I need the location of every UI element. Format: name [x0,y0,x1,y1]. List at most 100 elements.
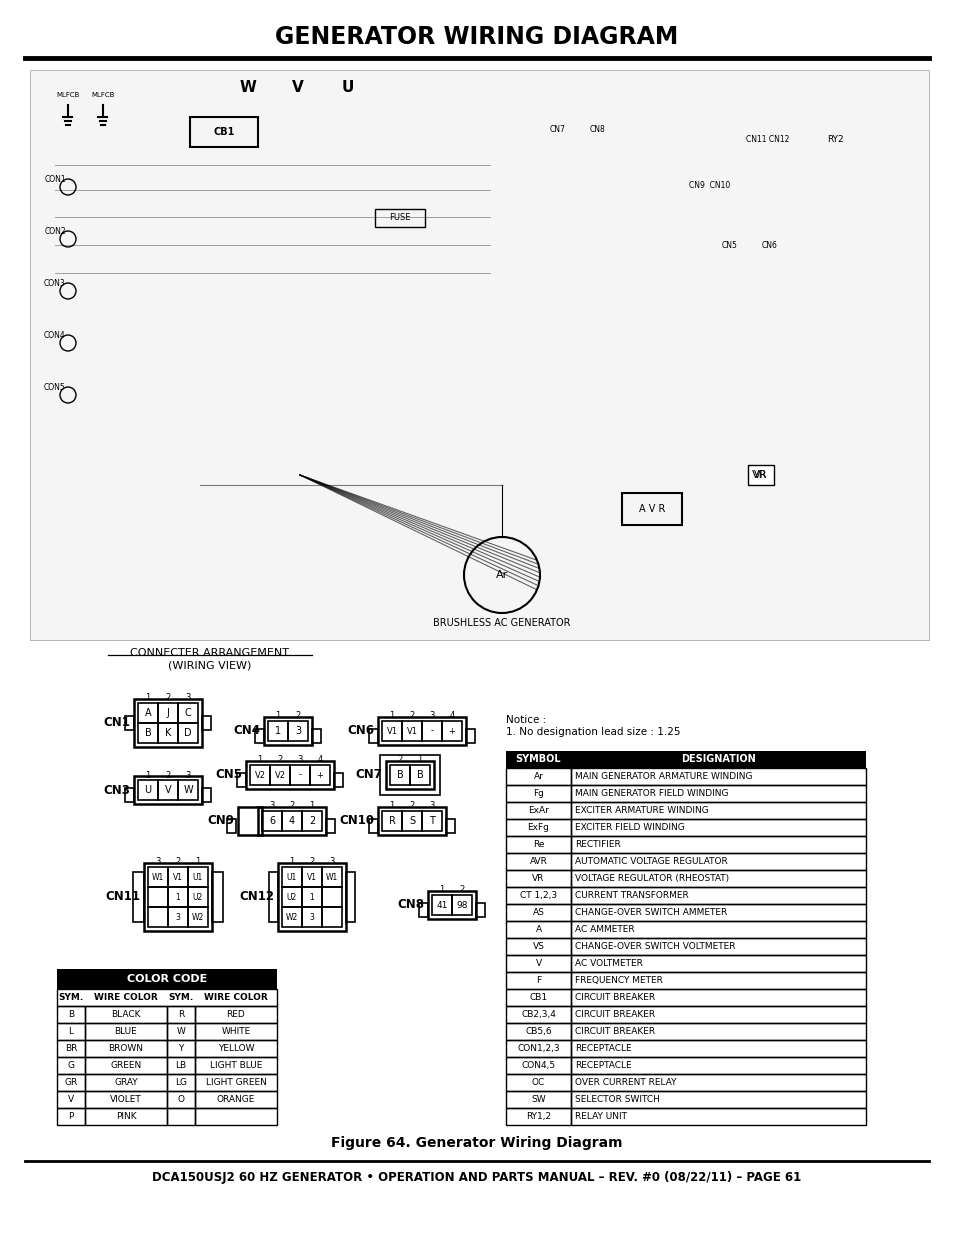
Text: RECEPTACLE: RECEPTACLE [575,1061,631,1070]
Text: F: F [536,976,540,986]
Text: CN10: CN10 [338,815,374,827]
Text: GREEN: GREEN [111,1061,141,1070]
Text: -: - [430,726,433,736]
Bar [505,1023,571,1040]
Bar [505,1007,571,1023]
Text: GR: GR [64,1078,77,1087]
Bar [747,466,773,485]
Text: 4: 4 [317,756,322,764]
Text: 2: 2 [277,756,282,764]
Text: RY1,2: RY1,2 [525,1112,551,1121]
Bar [312,729,320,743]
Text: 6: 6 [269,816,274,826]
Text: 2: 2 [295,711,300,720]
Text: L: L [69,1028,73,1036]
Bar [282,906,302,927]
Bar [148,887,168,906]
Bar [202,788,211,802]
Bar [254,729,264,743]
Bar [571,955,865,972]
Bar [505,1040,571,1057]
Bar [369,819,377,832]
Text: 1: 1 [289,857,294,867]
Text: V: V [535,960,541,968]
Text: 2: 2 [165,771,171,779]
Text: U2: U2 [287,893,296,902]
Bar [290,764,310,785]
Text: V1: V1 [307,872,316,882]
Text: V: V [68,1095,74,1104]
Text: Ar: Ar [533,772,543,781]
Text: 2: 2 [309,816,314,826]
Text: CT 1,2,3: CT 1,2,3 [519,890,557,900]
Text: 3: 3 [429,711,435,720]
Text: 2: 2 [309,857,314,867]
Text: 3: 3 [175,913,180,921]
Bar [571,921,865,939]
Bar [302,906,322,927]
Bar [57,1040,85,1057]
Text: J: J [167,708,170,718]
Text: CN6: CN6 [347,725,374,737]
Bar [452,895,472,915]
Text: ExAr: ExAr [528,806,548,815]
Text: 41: 41 [436,900,447,909]
Text: VR: VR [754,471,767,480]
Text: Fg: Fg [533,789,543,798]
Text: W2: W2 [286,913,297,921]
Text: CIRCUIT BREAKER: CIRCUIT BREAKER [575,1028,655,1036]
Bar [571,1040,865,1057]
Bar [505,921,571,939]
Bar [375,209,424,227]
Bar [194,1074,276,1091]
Text: SYM.: SYM. [58,993,84,1002]
Bar [571,768,865,785]
Bar [144,863,212,931]
Text: RECEPTACLE: RECEPTACLE [575,1044,631,1053]
Bar [168,867,188,887]
Text: MAIN GENERATOR ARMATURE WINDING: MAIN GENERATOR ARMATURE WINDING [575,772,752,781]
Bar [571,1007,865,1023]
Text: W1: W1 [152,872,164,882]
Text: S: S [409,816,415,826]
Bar [190,117,257,147]
Bar [57,1108,85,1125]
Text: CB1: CB1 [529,993,547,1002]
Bar [194,1057,276,1074]
Text: CN7: CN7 [355,768,381,782]
Bar [505,1074,571,1091]
Text: 2: 2 [409,711,415,720]
Bar [277,863,346,931]
Bar [194,1091,276,1108]
Bar [194,1007,276,1023]
Bar [158,781,178,800]
Text: 2: 2 [409,802,415,810]
Bar [194,1040,276,1057]
Text: WIRE COLOR: WIRE COLOR [94,993,157,1002]
Text: A: A [145,708,152,718]
Bar [85,1074,167,1091]
Bar [505,836,571,853]
Text: 4: 4 [449,711,455,720]
Text: 3: 3 [297,756,302,764]
Text: C: C [185,708,192,718]
Bar [138,703,158,722]
Text: A V R: A V R [639,504,664,514]
Bar [322,887,341,906]
Text: 3: 3 [429,802,435,810]
Bar [571,887,865,904]
Text: CHANGE-OVER SWITCH VOLTMETER: CHANGE-OVER SWITCH VOLTMETER [575,942,735,951]
Text: 1: 1 [416,756,422,764]
Text: CN5: CN5 [721,241,738,249]
Text: R: R [388,816,395,826]
Text: CON1,2,3: CON1,2,3 [517,1044,559,1053]
Bar [505,1108,571,1125]
Bar [282,867,302,887]
Bar [571,1108,865,1125]
Bar [168,887,188,906]
Bar [381,811,401,831]
Bar [377,806,446,835]
Text: 3: 3 [294,726,301,736]
Bar [310,764,330,785]
Text: K: K [165,727,171,739]
